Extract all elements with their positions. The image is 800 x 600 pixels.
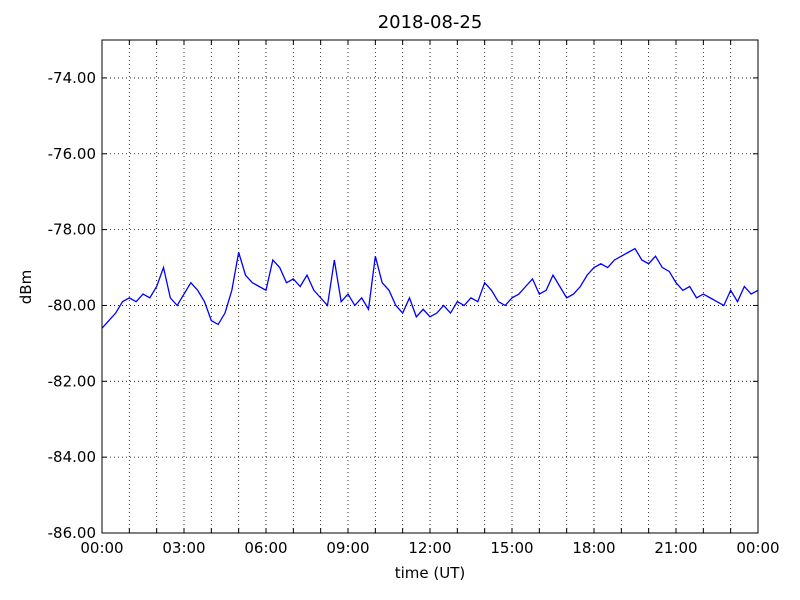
x-tick-label: 03:00 — [162, 539, 205, 557]
x-tick-label: 00:00 — [80, 539, 123, 557]
y-tick-label: -74.00 — [48, 69, 96, 87]
x-tick-label: 00:00 — [736, 539, 779, 557]
x-tick-label: 18:00 — [572, 539, 615, 557]
y-tick-label: -78.00 — [48, 221, 96, 239]
x-axis-label: time (UT) — [395, 564, 466, 582]
x-tick-label: 12:00 — [408, 539, 451, 557]
x-tick-label: 09:00 — [326, 539, 369, 557]
x-tick-label: 15:00 — [490, 539, 533, 557]
y-tick-label: -86.00 — [48, 524, 96, 542]
chart-title: 2018-08-25 — [378, 12, 483, 33]
plot-frame — [101, 39, 759, 534]
y-tick-label: -76.00 — [48, 145, 96, 163]
y-tick-label: -80.00 — [48, 296, 96, 314]
y-tick-label: -84.00 — [48, 448, 96, 466]
x-tick-label: 21:00 — [654, 539, 697, 557]
y-tick-label: -82.00 — [48, 372, 96, 390]
x-tick-label: 06:00 — [244, 539, 287, 557]
y-axis-label: dBm — [17, 270, 35, 304]
data-line — [101, 247, 759, 329]
